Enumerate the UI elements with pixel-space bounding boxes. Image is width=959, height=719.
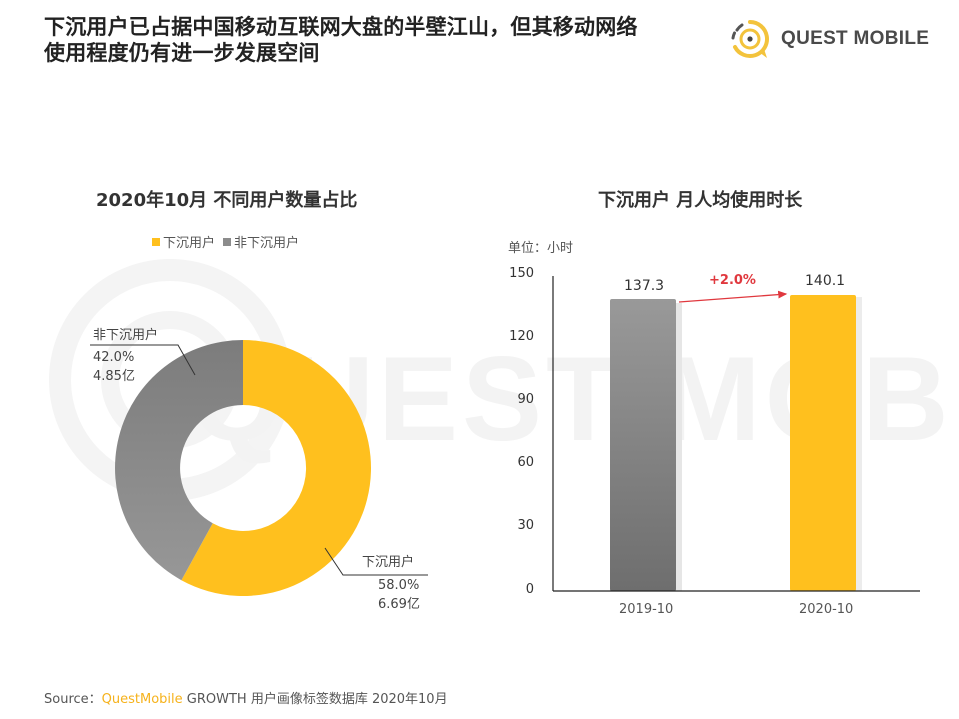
quest-mobile-logo: QUEST MOBILE [727,16,929,62]
y-tick-30: 30 [517,518,534,533]
bar-2019-10 [610,299,676,591]
y-tick-60: 60 [517,455,534,470]
legend-swatch-gray [223,237,232,246]
donut-legend: 下沉用户 非下沉用户 [152,232,307,251]
bar-label-2019-10: 137.3 [624,278,665,294]
legend-label: 非下沉用户 [234,236,300,251]
donut-chart-title: 2020年10月 不同用户数量占比 [96,190,358,211]
x-tick-2020-10: 2020-10 [799,602,854,617]
x-tick-2019-10: 2019-10 [619,602,674,617]
source-prefix: Source： [44,692,102,707]
quest-mobile-logo-icon [731,20,769,58]
donut-chart [115,340,372,596]
bar-2020-10 [790,295,856,591]
growth-arrow-icon [678,290,788,303]
donut-slice-lower-tier [181,340,372,596]
callout-lower-tier: 下沉用户 58.0% 6.69亿 [362,553,420,614]
growth-label: +2.0% [709,273,756,288]
callout-count: 6.69亿 [378,597,420,612]
legend-item-lower-tier: 下沉用户 [152,232,215,251]
page-title-line1: 下沉用户已占据中国移动互联网大盘的半壁江山，但其移动网络 [44,15,638,39]
callout-count: 4.85亿 [93,369,135,384]
y-tick-120: 120 [509,329,534,344]
logo-text: QUEST MOBILE [781,28,930,49]
page-title-line2: 使用程度仍有进一步发展空间 [44,41,320,65]
legend-swatch-yellow [152,237,160,246]
page-title: 下沉用户已占据中国移动互联网大盘的半壁江山，但其移动网络 使用程度仍有进一步发展… [44,14,638,66]
callout-non-lower-tier: 非下沉用户 42.0% 4.85亿 [93,326,158,386]
callout-name: 下沉用户 [362,555,415,570]
y-axis-unit: 单位：小时 [508,241,574,256]
source-rest: GROWTH 用户画像标签数据库 2020年10月 [182,692,448,707]
bar-chart-title: 下沉用户 月人均使用时长 [598,190,803,211]
callout-pct: 58.0% [378,578,420,593]
source-brand: QuestMobile [101,692,183,707]
y-tick-150: 150 [509,266,534,281]
legend-item-non-lower-tier: 非下沉用户 [223,232,299,251]
legend-label: 下沉用户 [163,236,216,251]
donut-slice-non-lower-tier [115,340,243,581]
source-note: Source：QuestMobile GROWTH 用户画像标签数据库 2020… [44,688,448,707]
callout-pct: 42.0% [93,350,135,365]
y-tick-90: 90 [517,392,534,407]
callout-name: 非下沉用户 [93,328,159,343]
bar-label-2020-10: 140.1 [805,273,846,289]
y-tick-0: 0 [525,582,534,597]
